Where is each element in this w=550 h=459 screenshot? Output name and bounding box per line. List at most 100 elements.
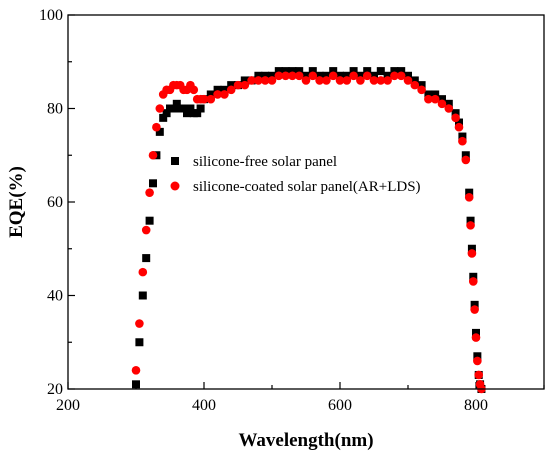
data-point-square xyxy=(342,71,351,80)
data-point-square xyxy=(288,67,297,76)
data-point-square xyxy=(308,67,317,76)
data-point-circle xyxy=(356,76,365,85)
data-point-square xyxy=(149,179,157,188)
data-point-circle xyxy=(240,80,250,90)
data-point-square xyxy=(461,151,470,160)
data-point-circle xyxy=(135,319,144,328)
data-point-square xyxy=(472,328,480,337)
data-point-square xyxy=(159,113,168,122)
data-point-circle xyxy=(213,90,222,99)
data-point-circle xyxy=(294,71,304,81)
data-point-square xyxy=(227,81,236,90)
data-point-circle xyxy=(471,333,481,342)
series-silicone-coated xyxy=(131,71,486,394)
y-axis-label: EQE(%) xyxy=(6,166,27,238)
data-point-circle xyxy=(403,76,413,85)
y-tick-label: 100 xyxy=(39,7,63,24)
data-point-circle xyxy=(390,71,399,81)
data-point-square xyxy=(383,71,392,80)
data-point-circle xyxy=(369,76,379,85)
data-point-circle xyxy=(138,267,148,277)
x-tick-label: 400 xyxy=(192,397,216,414)
data-point-circle xyxy=(464,193,474,202)
data-point-circle xyxy=(451,113,460,123)
data-point-square xyxy=(404,71,412,80)
data-point-circle xyxy=(396,71,406,81)
legend-marker-silicone-free xyxy=(171,157,179,165)
data-point-square xyxy=(206,90,215,99)
data-point-circle xyxy=(342,76,352,85)
data-point-circle xyxy=(473,356,482,366)
data-point-square xyxy=(431,90,440,99)
data-point-square xyxy=(363,67,372,76)
data-point-square xyxy=(132,380,140,389)
data-point-square xyxy=(302,71,310,80)
data-point-square xyxy=(155,127,164,136)
data-point-square xyxy=(390,67,399,76)
legend-marker-silicone-coated xyxy=(170,181,180,191)
data-point-circle xyxy=(454,122,464,132)
data-point-square xyxy=(213,85,222,94)
data-point-circle xyxy=(267,76,277,85)
data-point-square xyxy=(138,291,147,300)
data-point-square xyxy=(179,104,188,113)
x-tick-label: 800 xyxy=(464,397,488,414)
data-point-circle xyxy=(226,85,236,95)
data-point-circle xyxy=(437,99,447,109)
data-point-square xyxy=(274,67,283,76)
x-tick-labels: 200 400 600 800 xyxy=(56,397,488,414)
data-point-circle xyxy=(328,71,338,81)
data-point-circle xyxy=(152,122,161,132)
data-point-square xyxy=(417,81,426,90)
data-point-circle xyxy=(467,249,477,258)
data-point-square xyxy=(295,67,304,76)
data-point-square xyxy=(183,109,191,118)
data-point-circle xyxy=(430,94,440,104)
x-axis-label: Wavelength(nm) xyxy=(238,430,373,451)
data-point-circle xyxy=(335,76,345,85)
data-point-circle xyxy=(444,104,454,113)
data-point-square xyxy=(455,118,463,127)
data-point-square xyxy=(172,99,181,108)
data-point-circle xyxy=(474,370,484,380)
data-point-circle xyxy=(424,94,433,104)
data-point-square xyxy=(467,244,476,253)
data-point-circle xyxy=(206,94,216,104)
data-point-circle xyxy=(470,305,479,314)
data-point-circle xyxy=(247,76,256,85)
data-point-square xyxy=(142,254,151,263)
data-point-square xyxy=(465,188,474,197)
data-point-circle xyxy=(220,90,229,99)
data-point-circle xyxy=(315,76,324,85)
data-point-circle xyxy=(362,71,372,81)
data-point-circle xyxy=(322,76,331,85)
data-point-square xyxy=(438,95,446,104)
data-point-square xyxy=(424,90,433,99)
data-point-square xyxy=(261,71,270,80)
data-point-square xyxy=(315,71,324,80)
data-point-square xyxy=(469,272,478,281)
data-point-circle xyxy=(131,366,141,375)
data-point-circle xyxy=(155,104,165,113)
y-tick-label: 60 xyxy=(47,194,63,211)
data-point-circle xyxy=(301,76,311,85)
data-point-circle xyxy=(288,71,297,81)
data-point-square xyxy=(470,300,479,309)
data-point-square xyxy=(220,85,229,94)
data-point-circle xyxy=(148,150,158,160)
data-point-square xyxy=(169,104,178,113)
data-point-square xyxy=(458,132,467,141)
legend: silicone-free solar panel silicone-coate… xyxy=(170,154,421,195)
data-point-square xyxy=(466,216,475,225)
data-point-square xyxy=(254,71,263,80)
data-point-square xyxy=(268,71,276,80)
data-point-circle xyxy=(417,85,426,95)
y-tick-label: 80 xyxy=(47,101,63,118)
data-point-square xyxy=(349,67,358,76)
legend-label-silicone-free: silicone-free solar panel xyxy=(193,154,337,170)
data-point-circle xyxy=(376,76,386,85)
data-point-square xyxy=(193,109,202,118)
series-silicone-free xyxy=(132,67,486,393)
data-point-square xyxy=(473,352,482,361)
data-point-circle xyxy=(233,80,243,90)
